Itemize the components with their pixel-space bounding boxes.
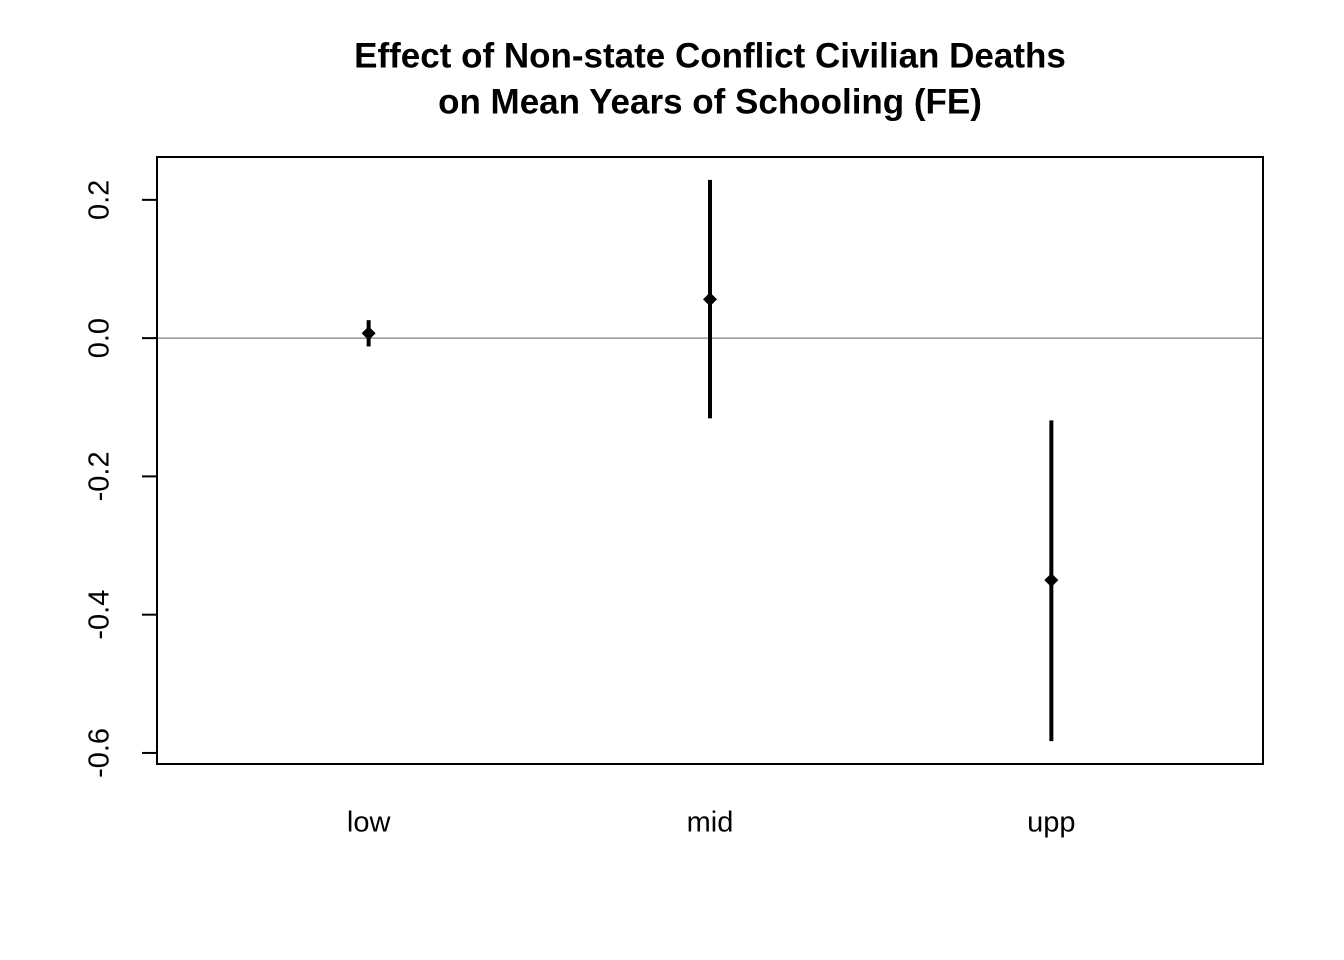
y-tick-label: -0.6 xyxy=(84,728,116,778)
y-tick-label: -0.4 xyxy=(84,590,116,640)
plot-frame xyxy=(156,156,1264,765)
x-tick-label: mid xyxy=(687,807,734,839)
point xyxy=(1044,573,1059,588)
x-tick-label: low xyxy=(347,807,392,839)
point xyxy=(361,326,376,341)
y-tick-label: 0.2 xyxy=(84,180,116,220)
point xyxy=(703,292,717,307)
y-tick-label: -0.2 xyxy=(84,451,116,501)
chart-title: Effect of Non-state Conflict Civilian De… xyxy=(354,36,1066,75)
chart-title: on Mean Years of Schooling (FE) xyxy=(438,82,982,121)
y-tick-label: 0.0 xyxy=(84,318,116,358)
x-tick-label: upp xyxy=(1027,807,1075,839)
